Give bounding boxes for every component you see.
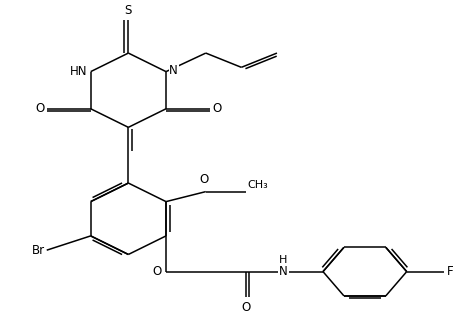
Text: Br: Br xyxy=(32,244,45,257)
Text: CH₃: CH₃ xyxy=(247,180,268,190)
Text: O: O xyxy=(199,174,208,186)
Text: F: F xyxy=(446,265,453,278)
Text: O: O xyxy=(152,265,161,278)
Text: N: N xyxy=(169,64,178,77)
Text: H: H xyxy=(279,255,288,265)
Text: HN: HN xyxy=(70,65,87,78)
Text: N: N xyxy=(279,265,288,278)
Text: O: O xyxy=(212,102,221,115)
Text: O: O xyxy=(35,102,45,115)
Text: S: S xyxy=(125,4,132,17)
Text: O: O xyxy=(241,301,250,314)
